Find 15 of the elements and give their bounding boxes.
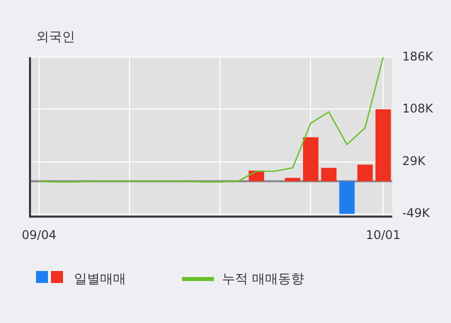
bar [339, 181, 355, 214]
y-tick-label: 29K [402, 154, 426, 168]
bar [375, 109, 391, 182]
y-tick-label: 186K [402, 49, 434, 64]
bar [357, 164, 373, 182]
x-tick-label: 10/01 [366, 228, 400, 242]
y-tick-label: 108K [402, 101, 434, 116]
bar [303, 137, 318, 182]
legend-label: 누적 매매동향 [222, 271, 304, 288]
legend-label: 일별매매 [74, 271, 126, 288]
bar [321, 168, 337, 182]
x-tick-label: 09/04 [22, 228, 56, 242]
y-tick-label: -49K [402, 206, 431, 220]
bar [284, 178, 300, 182]
chart-title: 외국인 [36, 29, 75, 46]
